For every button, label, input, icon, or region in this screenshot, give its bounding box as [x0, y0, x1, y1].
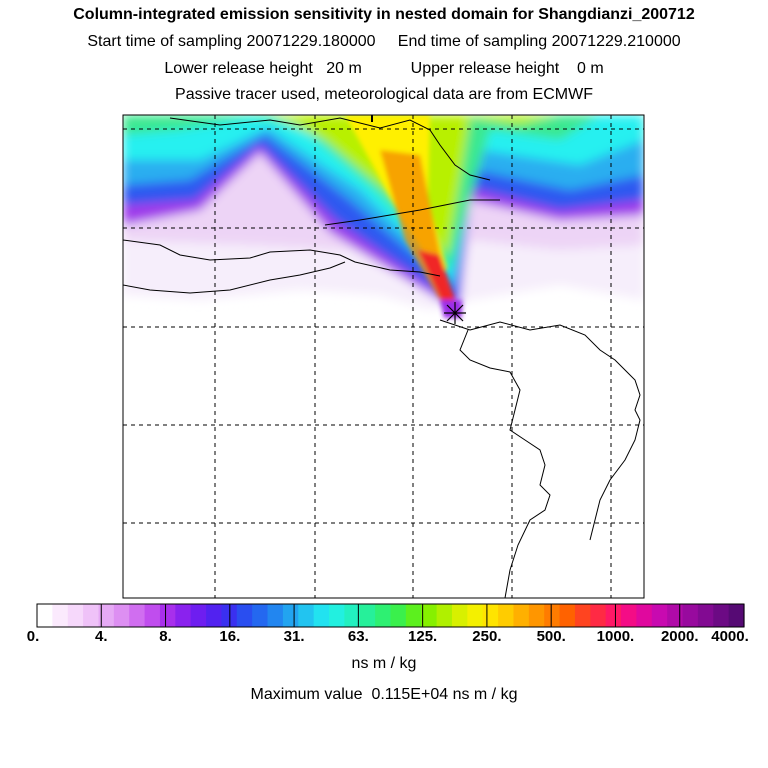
colorbar-cell: [667, 604, 684, 627]
colorbar-cell: [98, 604, 115, 627]
lat-lon-grid: [123, 115, 644, 598]
colorbar-cell: [713, 604, 730, 627]
page-title: Column-integrated emission sensitivity i…: [73, 6, 695, 23]
colorbar-cell: [421, 604, 438, 627]
colorbar-cell: [605, 604, 622, 627]
colorbar-tick-label: 31.: [283, 628, 305, 645]
colorbar-cell: [344, 604, 361, 627]
sampling-time-text: Start time of sampling 20071229.180000 E…: [87, 33, 681, 50]
colorbar-tick-label: 2000.: [660, 628, 699, 645]
colorbar-cell: [37, 604, 53, 627]
colorbar-unit: ns m / kg: [351, 655, 417, 672]
colorbar-cell: [83, 604, 100, 627]
map-frame: [122, 114, 645, 599]
colorbar-cell: [574, 604, 591, 627]
colorbar-cell: [282, 604, 299, 627]
coastline: [123, 115, 641, 598]
colorbar-tick-label: 63.: [347, 628, 369, 645]
release-height-text: Lower release height 20 m Upper release …: [164, 60, 604, 77]
colorbar-cell: [390, 604, 407, 627]
colorbar-cell: [267, 604, 284, 627]
colorbar-tick-label: 0.: [26, 628, 40, 645]
colorbar-cell: [159, 604, 176, 627]
colorbar-tick-label: 250.: [472, 628, 502, 645]
colorbar-cell: [113, 604, 130, 627]
plume-red-core: [418, 250, 455, 308]
max-value-text: Maximum value 0.115E+04 ns m / kg: [250, 686, 518, 703]
colorbar-cell: [206, 604, 223, 627]
colorbar-cell: [559, 604, 576, 627]
colorbar-cell: [298, 604, 315, 627]
colorbar-tick-label: 4.: [95, 628, 108, 645]
colorbar-tick-label: 500.: [536, 628, 566, 645]
colorbar-cell: [482, 604, 499, 627]
colorbar-cell: [144, 604, 161, 627]
colorbar-cell: [651, 604, 668, 627]
colorbar-cell: [621, 604, 638, 627]
colorbar-cell: [252, 604, 269, 627]
colorbar-tick-label: 8.: [159, 628, 172, 645]
plume-green-layer: [123, 115, 600, 270]
tracer-info-text: Passive tracer used, meteorological data…: [175, 86, 593, 103]
colorbar-cell: [528, 604, 545, 627]
colorbar-cell: [375, 604, 392, 627]
colorbar-cell: [436, 604, 453, 627]
colorbar-cell: [175, 604, 192, 627]
colorbar-cell: [728, 604, 745, 627]
colorbar-frame: [36, 603, 745, 628]
colorbar-cell: [682, 604, 699, 627]
colorbar-cell: [129, 604, 146, 627]
colorbar-tick-label: 16.: [219, 628, 241, 645]
receptor-asterisk-icon: [444, 302, 466, 324]
colorbar-cell: [313, 604, 330, 627]
colorbar-cell: [467, 604, 484, 627]
colorbar-cell: [67, 604, 84, 627]
colorbar-cell: [544, 604, 561, 627]
colorbar-cell: [329, 604, 345, 627]
colorbar-cell: [405, 604, 422, 627]
colorbar-cell: [236, 604, 253, 627]
colorbar-cell: [636, 604, 653, 627]
colorbar-cell: [697, 604, 714, 627]
colorbar-cell: [359, 604, 376, 627]
colorbar-cell: [52, 604, 69, 627]
colorbar-cell: [190, 604, 207, 627]
colorbar-cell: [498, 604, 515, 627]
colorbar-tick-label: 125.: [408, 628, 438, 645]
colorbar-cell: [513, 604, 530, 627]
colorbar-tick-label: 1000.: [596, 628, 635, 645]
colorbar-tick-label: 4000.: [711, 628, 749, 645]
colorbar-cell: [590, 604, 607, 627]
colorbar-cell: [451, 604, 468, 627]
